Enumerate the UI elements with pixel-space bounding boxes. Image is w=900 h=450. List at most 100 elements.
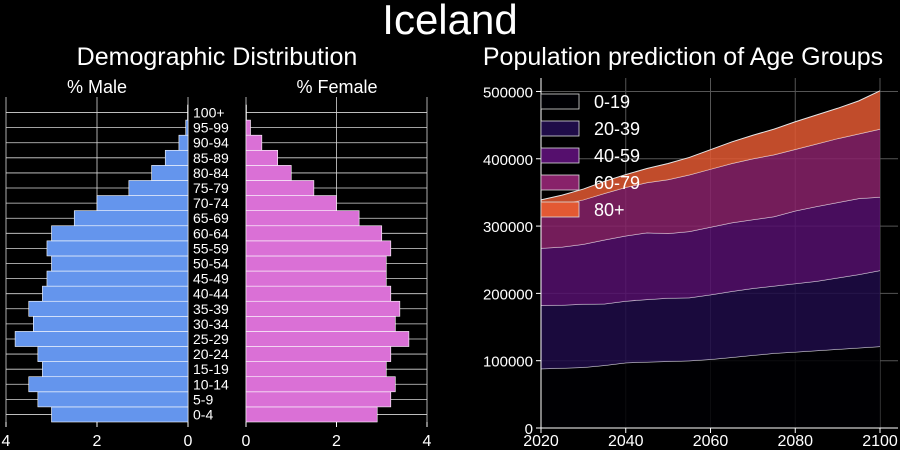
area-x-tick-label: 2100 [862,433,898,450]
female-bar [245,316,396,332]
legend-swatch [540,147,580,164]
pyramid-tick-label: 2 [332,433,341,450]
area-x-tick-label: 2080 [777,433,813,450]
male-bars [14,104,189,423]
pyramid-tick-label: 4 [2,433,11,450]
area-y-tick-label: 400000 [483,152,533,169]
male-bar [128,180,189,196]
legend-label: 40-59 [594,146,640,166]
area-layers [540,90,881,428]
age-group-label: 50-54 [193,256,229,272]
age-group-label: 5-9 [193,391,213,407]
legend: 0-19 20-39 40-59 60-79 80+ [540,92,640,220]
area-axes: 0 100000 200000 300000 400000 500000 2020 2040 2… [483,78,898,450]
male-bar [185,119,189,136]
area-y-tick-label: 200000 [483,286,533,303]
legend-swatch [540,201,580,218]
area-x-tick-label: 2020 [523,433,559,450]
area-y-tick-label: 300000 [483,219,533,236]
female-bar [245,406,378,423]
legend-label: 20-39 [594,119,640,139]
male-bar [46,240,189,257]
pyramid-tick-label: 4 [423,433,432,450]
age-group-label: 0-4 [193,406,213,422]
legend-label: 80+ [594,200,625,220]
male-panel-title: % Male [67,77,127,97]
female-bar [245,376,396,393]
female-bar [245,285,392,302]
figure-title: Iceland [382,0,517,43]
legend-label: 0-19 [594,92,630,112]
pyramid-tick-label: 0 [242,433,251,450]
pyramid-title: Demographic Distribution [77,43,358,71]
area-layer-edge [540,90,881,201]
male-bar [46,270,189,287]
female-bar [245,270,387,287]
pyramid-x-ticks: 4 2 0 0 2 4 [2,422,432,450]
area-chart-title: Population prediction of Age Groups [483,43,883,71]
male-bar [32,316,189,332]
legend-label: 60-79 [594,173,640,193]
female-bar [245,195,337,211]
female-bar [245,165,292,181]
age-group-label: 45-49 [193,271,229,287]
age-group-label: 35-39 [193,301,229,317]
legend-swatch [540,174,580,191]
age-group-label: 100+ [193,105,225,121]
pyramid-tick-label: 2 [93,433,102,450]
female-bar [245,134,263,151]
age-group-label: 90-94 [193,135,229,151]
area-layer [541,129,880,249]
male-bar [178,134,189,151]
area-layer [541,270,880,369]
male-bar [73,210,189,227]
legend-swatch [540,93,580,110]
area-x-tick-label: 2060 [693,433,729,450]
male-bar [37,391,189,408]
age-group-label: 25-29 [193,331,229,347]
area-layer [541,197,880,306]
male-bar [42,285,189,302]
female-bar [245,210,360,227]
age-group-label: 55-59 [193,240,229,256]
female-bar [245,240,392,257]
female-panel-title: % Female [296,77,377,97]
age-group-label: 20-24 [193,346,229,362]
age-group-label: 60-64 [193,225,229,241]
male-bar [51,225,189,242]
age-group-label: 75-79 [193,180,229,196]
area-x-tick-label: 2040 [608,433,644,450]
area-layer [541,90,880,208]
age-group-label: 15-19 [193,361,229,377]
age-group-label: 30-34 [193,316,229,332]
age-group-label: 70-74 [193,195,229,211]
male-bar [151,165,189,181]
age-group-label: 65-69 [193,210,229,226]
male-bar [28,376,189,393]
female-bar [245,391,392,408]
female-bar [245,361,387,378]
age-labels: 0-45-910-1415-1920-2425-2930-3435-3940-4… [193,105,229,423]
area-y-tick-label: 100000 [483,354,533,371]
male-bar [37,346,189,362]
male-bar [164,149,189,166]
area-y-tick-label: 0 [525,421,533,438]
female-bar [245,225,383,242]
male-bar [51,255,189,272]
male-bar [42,361,189,378]
legend-swatch [540,120,580,137]
area-layer [541,346,880,428]
male-bar [51,406,189,423]
female-bar [245,300,401,317]
area-y-tick-label: 500000 [483,84,533,101]
female-bar [245,255,387,272]
female-bar [245,331,410,347]
age-group-label: 85-89 [193,150,229,166]
male-bar [28,300,189,317]
male-bar [14,331,189,347]
age-group-label: 80-84 [193,165,229,181]
age-group-label: 40-44 [193,286,229,302]
pyramid-tick-label: 0 [184,433,193,450]
female-bars [245,104,410,423]
